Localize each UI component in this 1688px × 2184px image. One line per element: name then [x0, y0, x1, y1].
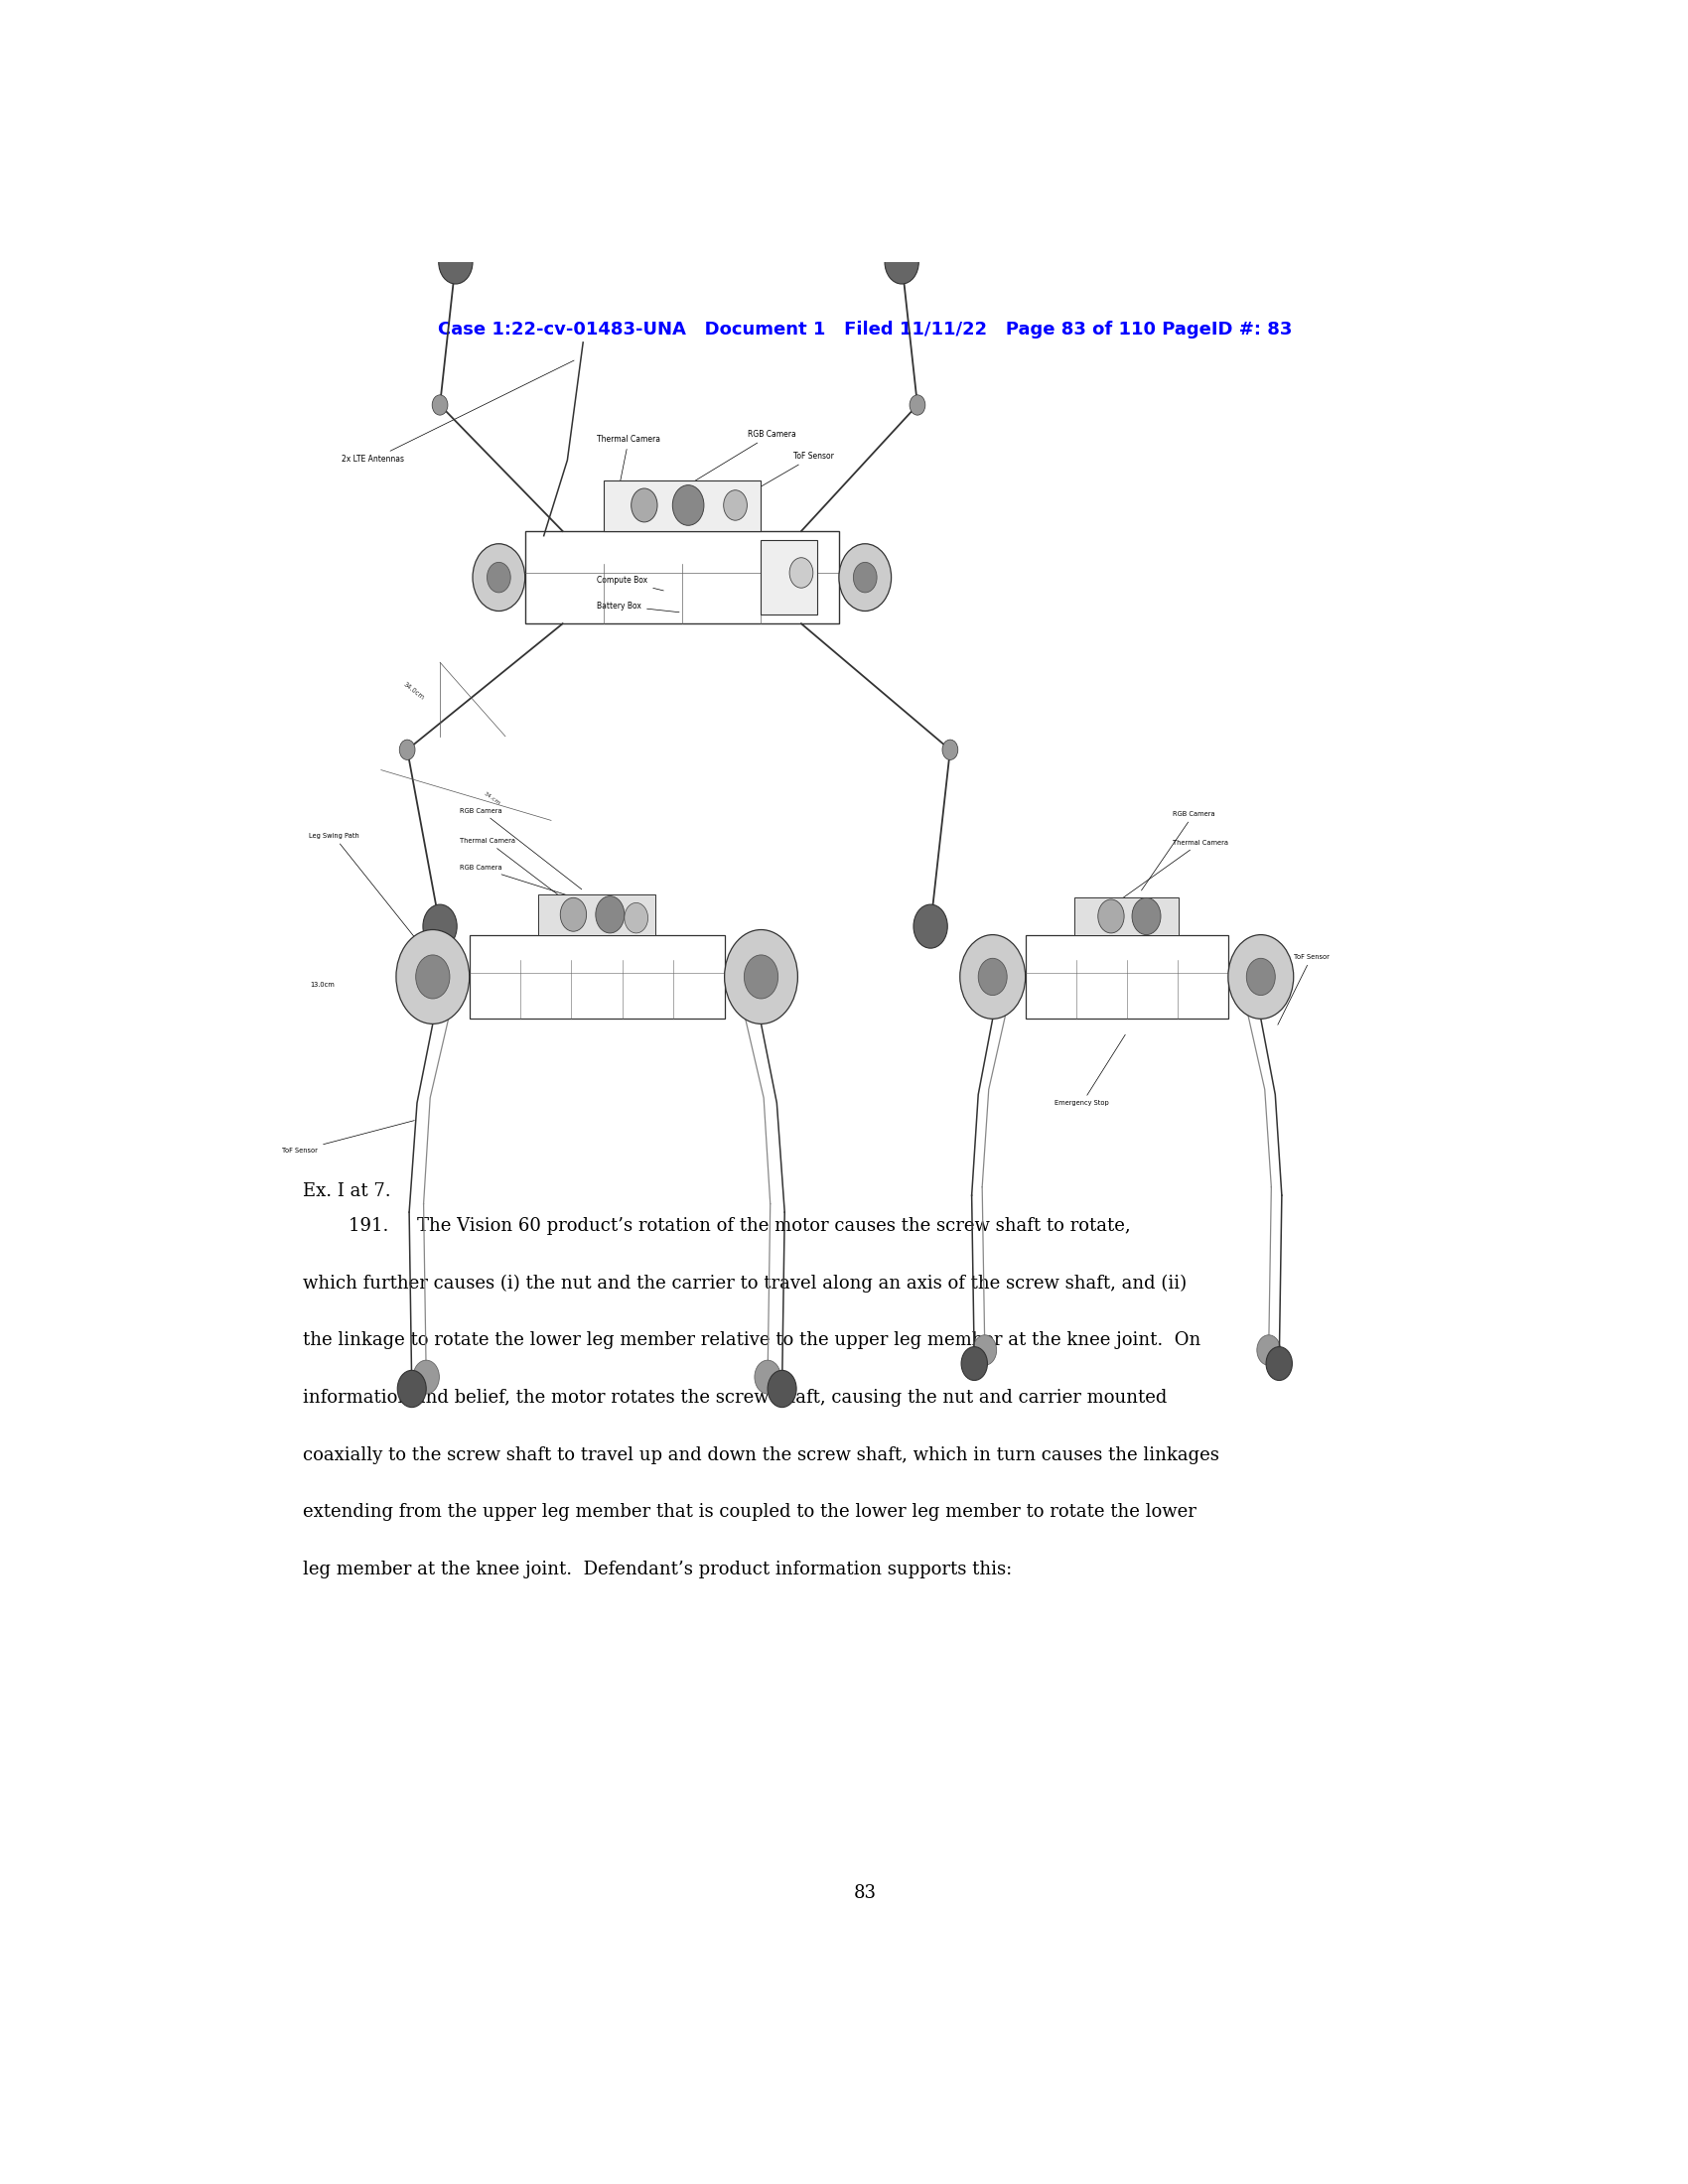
Bar [1025, 935, 1229, 1020]
Circle shape [972, 1334, 996, 1365]
Circle shape [424, 904, 457, 948]
Text: ToF Sensor: ToF Sensor [753, 452, 834, 491]
Text: Leg Swing Path: Leg Swing Path [309, 832, 430, 959]
Circle shape [625, 902, 648, 933]
Circle shape [979, 959, 1008, 996]
Text: 34.cm: 34.cm [483, 791, 501, 806]
Bar [469, 935, 724, 1020]
Circle shape [839, 544, 891, 612]
Circle shape [724, 930, 798, 1024]
Circle shape [631, 489, 657, 522]
Text: RGB Camera: RGB Camera [459, 865, 609, 909]
Circle shape [1229, 935, 1293, 1018]
Text: 83: 83 [854, 1885, 876, 1902]
Circle shape [414, 1361, 439, 1393]
Text: Battery Box: Battery Box [598, 601, 679, 612]
Text: leg member at the knee joint.  Defendant’s product information supports this:: leg member at the knee joint. Defendant’… [302, 1559, 1011, 1579]
Circle shape [397, 930, 469, 1024]
Text: Ex. I at 7.: Ex. I at 7. [302, 1182, 390, 1199]
Text: ToF Sensor: ToF Sensor [1278, 954, 1328, 1024]
Text: RGB Camera: RGB Camera [690, 430, 795, 483]
Circle shape [960, 935, 1025, 1018]
Circle shape [910, 395, 925, 415]
Circle shape [913, 904, 947, 948]
Circle shape [768, 1369, 797, 1406]
Text: Compute Box: Compute Box [598, 577, 663, 590]
Circle shape [596, 895, 625, 933]
Circle shape [1266, 1348, 1293, 1380]
Text: Thermal Camera: Thermal Camera [1116, 839, 1229, 902]
Circle shape [1133, 898, 1161, 935]
Circle shape [724, 489, 748, 520]
Text: Case 1:22-cv-01483-UNA   Document 1   Filed 11/11/22   Page 83 of 110 PageID #: : Case 1:22-cv-01483-UNA Document 1 Filed … [437, 321, 1293, 339]
Circle shape [960, 1348, 987, 1380]
Circle shape [432, 395, 447, 415]
Circle shape [439, 240, 473, 284]
Text: Thermal Camera: Thermal Camera [598, 435, 660, 485]
Circle shape [488, 561, 510, 592]
Text: 2x LTE Antennas: 2x LTE Antennas [341, 360, 574, 463]
Circle shape [400, 740, 415, 760]
Bar [538, 895, 655, 935]
Text: extending from the upper leg member that is coupled to the lower leg member to r: extending from the upper leg member that… [302, 1503, 1197, 1520]
Bar [525, 531, 839, 625]
Bar [760, 539, 817, 614]
Circle shape [790, 557, 814, 587]
Circle shape [473, 544, 525, 612]
Text: which further causes (i) the nut and the carrier to travel along an axis of the : which further causes (i) the nut and the… [302, 1275, 1187, 1293]
Circle shape [1258, 1334, 1281, 1365]
Text: 34.0cm: 34.0cm [402, 681, 425, 701]
Text: Thermal Camera: Thermal Camera [459, 839, 569, 902]
Text: the linkage to rotate the lower leg member relative to the upper leg member at t: the linkage to rotate the lower leg memb… [302, 1332, 1200, 1350]
Text: information and belief, the motor rotates the screw shaft, causing the nut and c: information and belief, the motor rotate… [302, 1389, 1166, 1406]
Text: RGB Camera: RGB Camera [1141, 810, 1215, 891]
Circle shape [560, 898, 586, 930]
Circle shape [397, 1369, 425, 1406]
Text: 191.     The Vision 60 product’s rotation of the motor causes the screw shaft to: 191. The Vision 60 product’s rotation of… [302, 1216, 1131, 1236]
Circle shape [1246, 959, 1274, 996]
Text: Emergency Stop: Emergency Stop [1055, 1035, 1126, 1107]
Bar [1074, 898, 1178, 935]
Text: coaxially to the screw shaft to travel up and down the screw shaft, which in tur: coaxially to the screw shaft to travel u… [302, 1446, 1219, 1463]
Text: 13.0cm: 13.0cm [311, 983, 334, 987]
Bar [604, 480, 760, 531]
Circle shape [854, 561, 876, 592]
Circle shape [672, 485, 704, 526]
Text: ToF Sensor: ToF Sensor [282, 1120, 414, 1153]
Circle shape [415, 954, 449, 998]
Circle shape [942, 740, 959, 760]
Circle shape [1097, 900, 1124, 933]
Circle shape [744, 954, 778, 998]
Circle shape [755, 1361, 782, 1393]
Text: RGB Camera: RGB Camera [459, 808, 582, 889]
Circle shape [885, 240, 918, 284]
